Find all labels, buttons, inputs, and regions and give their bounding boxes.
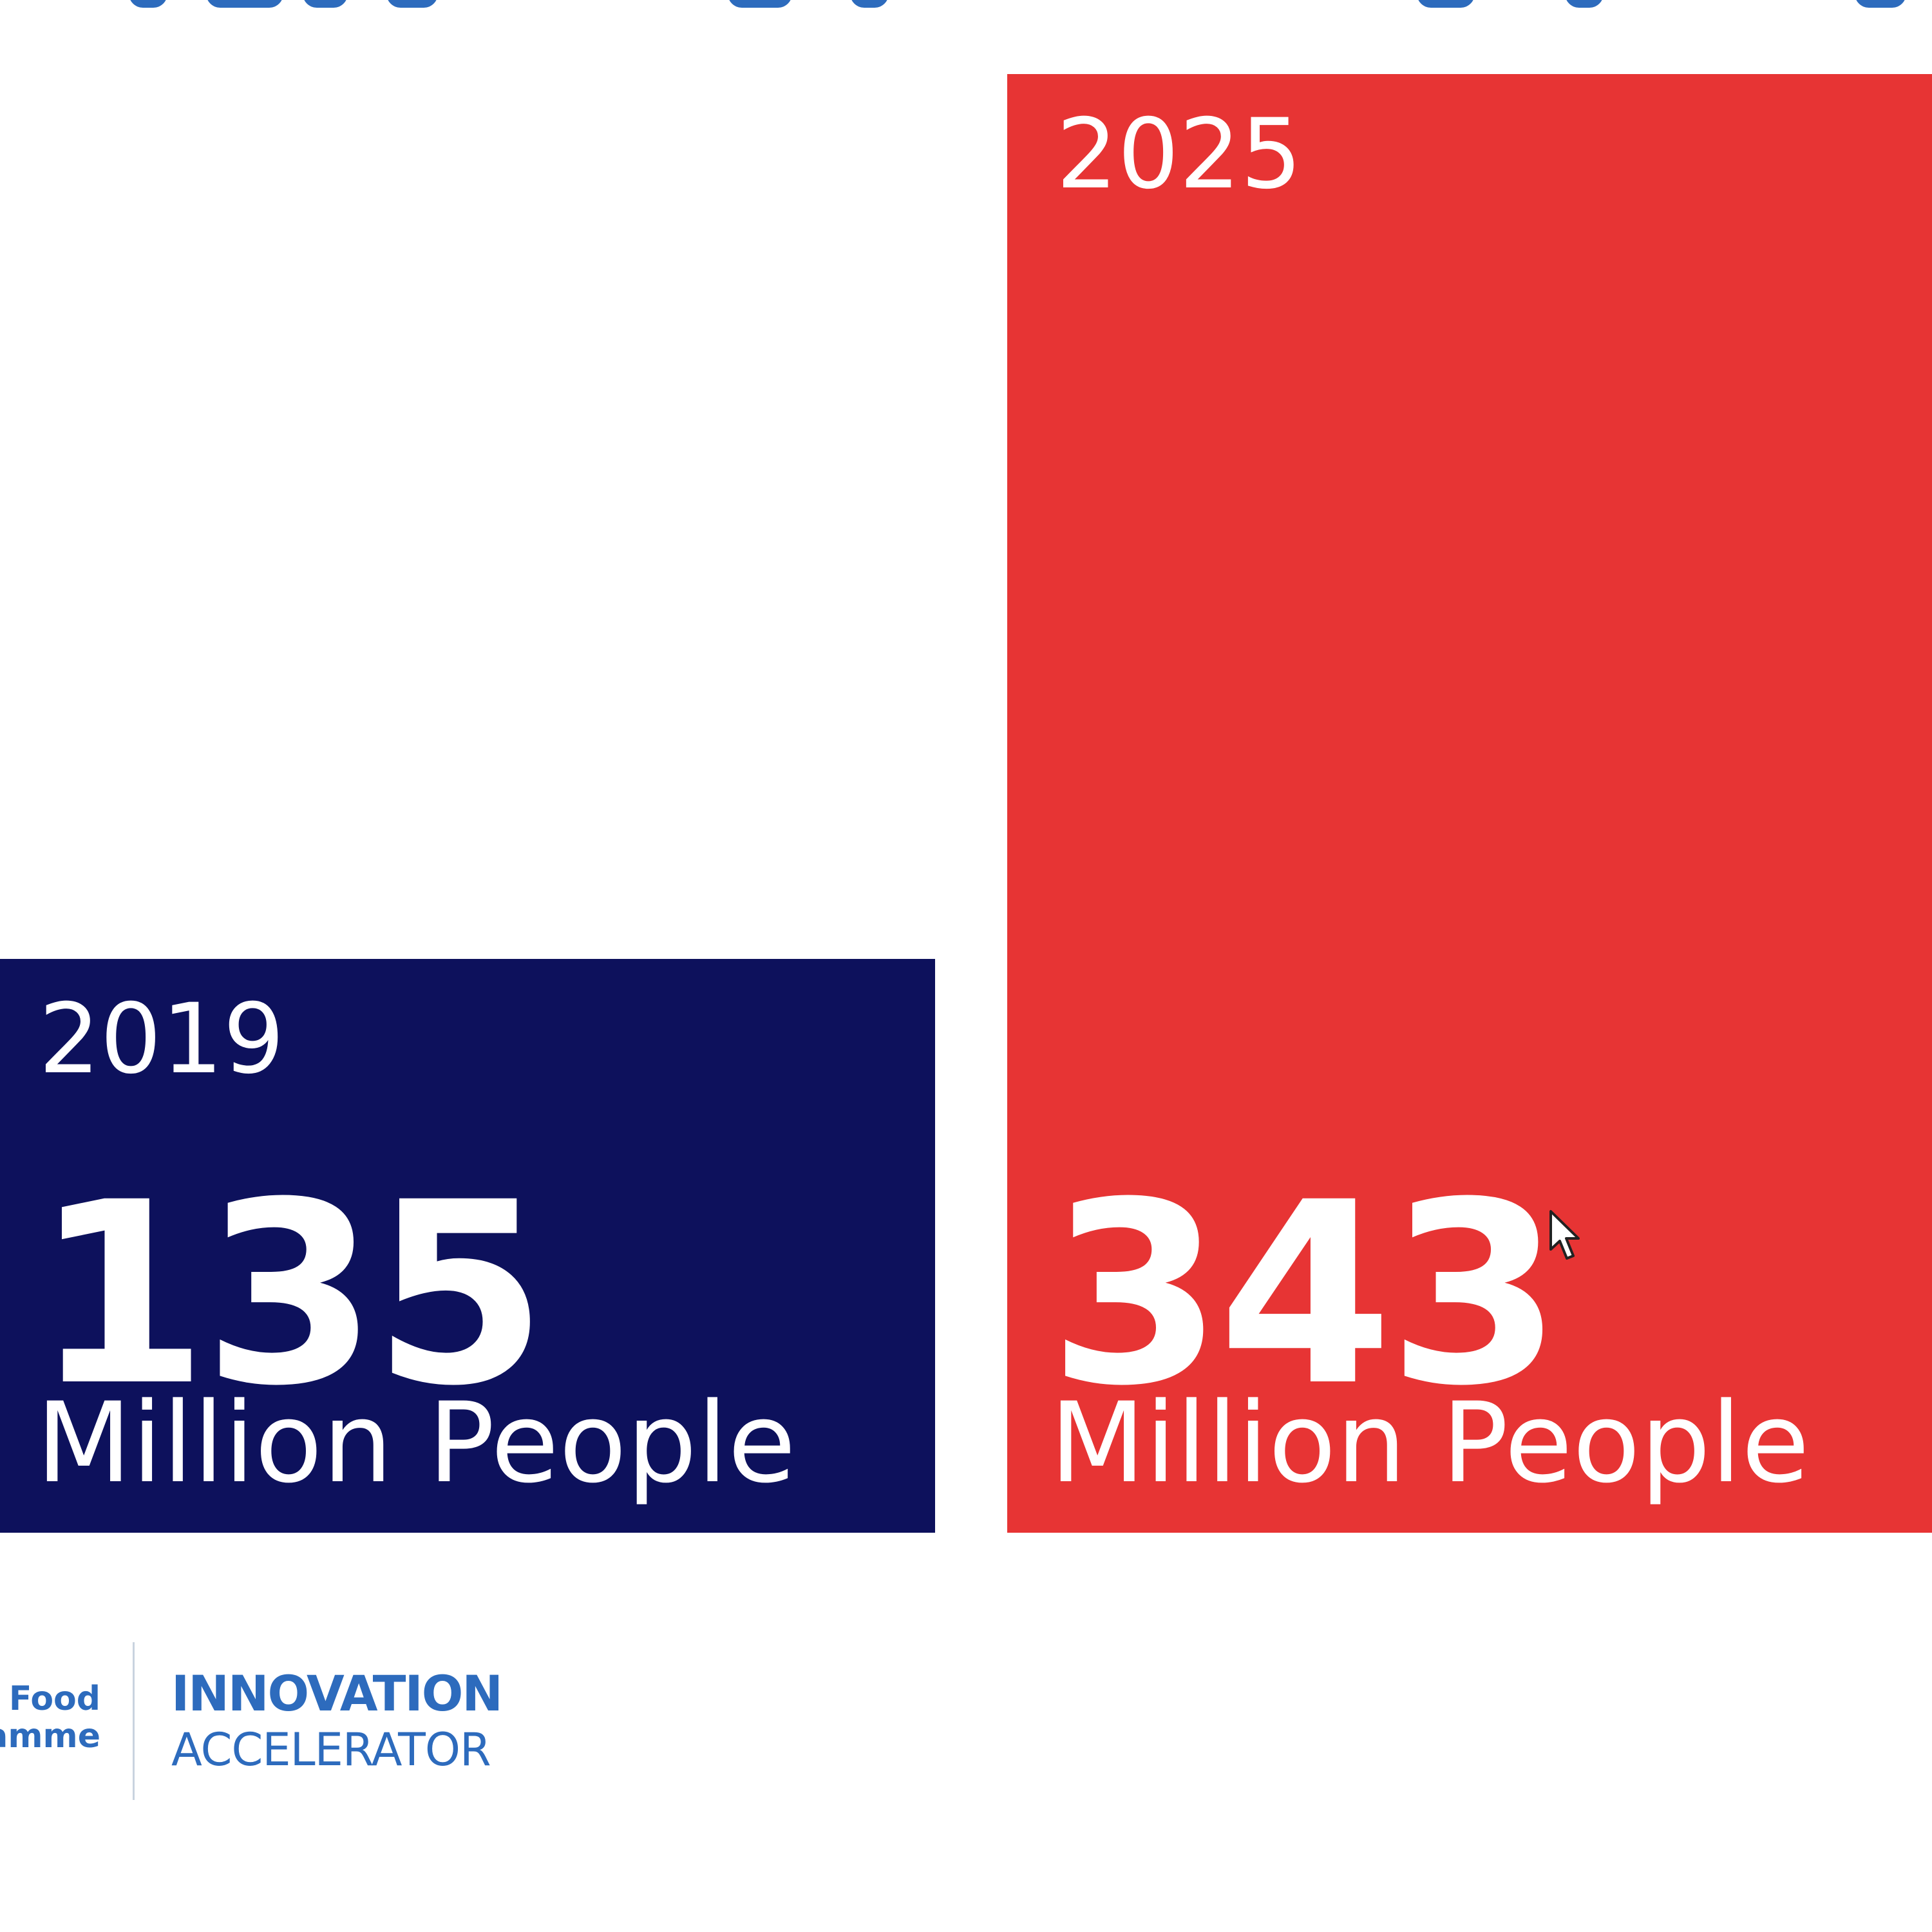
- bar-unit-label: Million People: [36, 1378, 796, 1508]
- bar-unit-label: Million People: [1050, 1378, 1810, 1508]
- page-title-cropped: [0, 0, 1932, 13]
- logo-divider: [133, 1642, 135, 1800]
- bar-2025: 2025 343 Million People: [1007, 74, 1932, 1533]
- bar-chart: 2019 135 Million People 2025 343 Million…: [0, 74, 1932, 1533]
- bar-2019: 2019 135 Million People: [0, 959, 935, 1533]
- wfp-wordmark-cropped: World Food Programme: [0, 1674, 116, 1758]
- mouse-pointer-icon: [1549, 1210, 1580, 1260]
- bar-year-label: 2019: [39, 983, 285, 1095]
- bar-value-label: 343: [1048, 1148, 1562, 1441]
- bar-year-label: 2025: [1056, 99, 1302, 211]
- wfp-wordmark-line-1: World Food: [0, 1680, 100, 1718]
- bar-value-label: 135: [33, 1148, 547, 1441]
- brand-line-innovation: INNOVATION: [171, 1665, 503, 1722]
- wfp-wordmark-line-2: Programme: [0, 1717, 100, 1756]
- brand-line-accelerator: ACCELERATOR: [171, 1723, 491, 1776]
- innovation-accelerator-logo: World Food Programme INNOVATION ACCELERA…: [0, 1642, 580, 1803]
